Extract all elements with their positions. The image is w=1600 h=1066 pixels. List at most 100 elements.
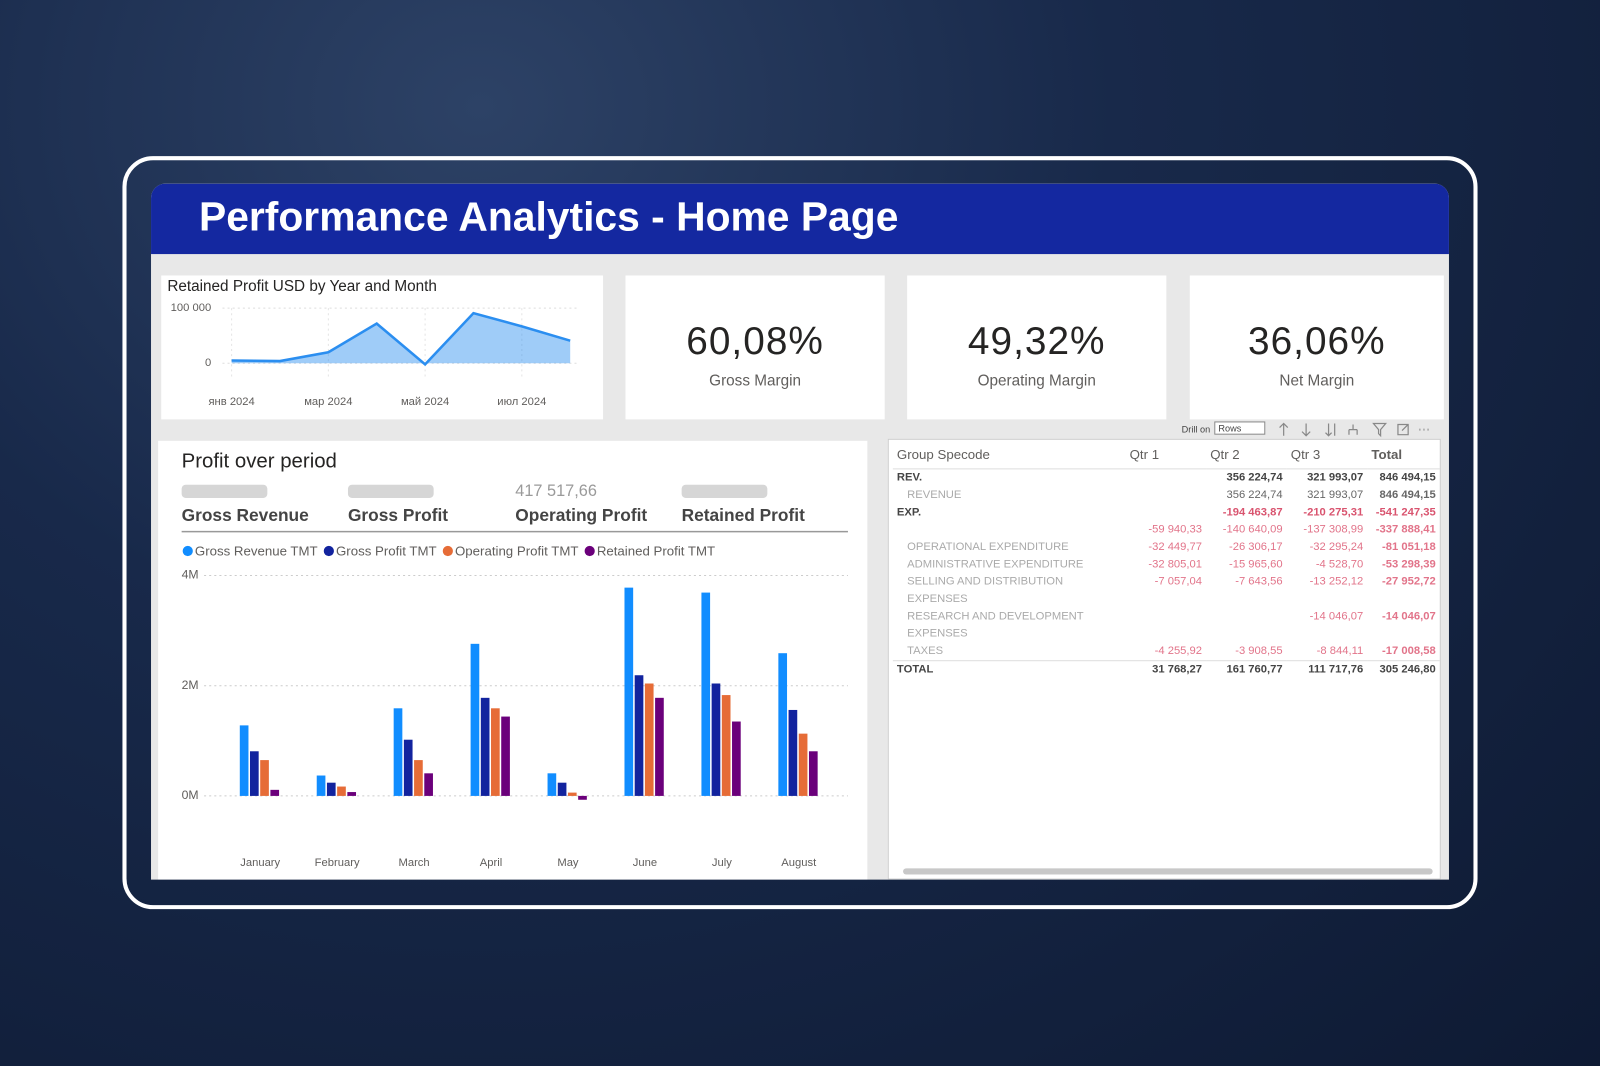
frame (122, 156, 1478, 910)
kpi-value: 49,32% (967, 320, 1106, 364)
x-tick-label: February (315, 857, 360, 869)
legend-label: Retained Profit TMT (597, 544, 715, 559)
table-cell: REVENUE (907, 488, 962, 502)
summary-value: 417 517,66 (515, 482, 597, 500)
x-tick-label: June (633, 857, 657, 869)
kpi-card: 60,08% Gross Margin (625, 275, 885, 420)
table-cell: RESEARCH AND DEVELOPMENT EXPENSES (907, 610, 1084, 640)
table-cell: 846 494,15 (1379, 488, 1436, 502)
bar (424, 773, 433, 796)
x-tick-label: май 2024 (401, 396, 449, 408)
area (231, 313, 571, 365)
bar (732, 721, 741, 796)
bar (567, 792, 577, 796)
focus-icon[interactable] (1397, 423, 1409, 436)
bar (644, 683, 654, 796)
bar (798, 733, 808, 796)
drill-up-icon[interactable] (1279, 422, 1289, 436)
table-row: EXP. -194 463,87 -210 275,31 -541 247,35 (893, 504, 1440, 521)
expand-icon[interactable] (1325, 423, 1336, 437)
header: Performance Analytics - Home Page (151, 183, 1449, 255)
summary-label: Gross Profit (348, 505, 448, 525)
table-row: REVENUE 356 224,74 321 993,07 846 494,15 (893, 487, 1440, 504)
dashboard: Performance Analytics - Home Page Retain… (151, 183, 1449, 880)
line-chart: Retained Profit USD by Year and Month 100… (167, 278, 580, 408)
bar (634, 675, 644, 796)
drill-select[interactable]: Rows (1214, 421, 1266, 435)
bar (655, 697, 664, 796)
drill-down-icon[interactable] (1301, 423, 1311, 437)
bar (326, 782, 336, 796)
legend-swatch (323, 545, 334, 557)
line (231, 311, 571, 367)
table-cell: Total (896, 663, 934, 676)
bar (393, 708, 403, 796)
bar (239, 725, 249, 796)
scrollbar[interactable] (903, 868, 1433, 875)
bar (788, 709, 798, 796)
hierarchy-icon[interactable] (1348, 424, 1358, 435)
table-cell: -81 051,18 (1382, 540, 1436, 554)
table-cell: ADMINISTRATIVE EXPENDITURE (907, 558, 1084, 571)
table-row: SELLING AND DISTRIBUTION EXPENSES -7 057,… (893, 573, 1440, 608)
table-row: ADMINISTRATIVE EXPENDITURE -32 805,01 -15 … (893, 556, 1440, 573)
drill-label: Drill on (1181, 424, 1211, 435)
table-cell: -32 449,77 (1148, 540, 1203, 554)
table-cell: -15 965,60 (1228, 558, 1283, 571)
blurred-value (181, 484, 268, 498)
table-cell: -59 940,33 (1148, 523, 1203, 536)
y-tick-label: 4M (182, 568, 199, 582)
table-cell: -14 046,07 (1309, 610, 1364, 623)
table-cell: -8 844,11 (1316, 644, 1364, 658)
bar (403, 739, 413, 796)
table-cell: -337 888,41 (1375, 523, 1436, 536)
table-row: OPERATIONAL EXPENDITURE -32 449,77 -26 306… (893, 539, 1440, 556)
x-tick-label: July (712, 857, 732, 869)
column-header: Qtr 2 (1206, 439, 1287, 470)
y-tick-label: 2M (182, 678, 199, 692)
x-tick-label: April (480, 857, 502, 869)
table-cell (893, 521, 1126, 538)
table-toolbar: Drill on Rows (1182, 420, 1449, 438)
bar (470, 643, 480, 796)
bar (711, 683, 721, 796)
table-cell: OPERATIONAL EXPENDITURE (907, 540, 1069, 554)
bar (480, 697, 490, 796)
kpi-label: Operating Margin (977, 372, 1096, 390)
x-tick-label: янв 2024 (208, 396, 254, 408)
table-cell: 356 224,74 (1226, 471, 1283, 484)
table-cell: -4 528,70 (1315, 558, 1364, 571)
kpi-value: 36,06% (1247, 320, 1386, 364)
table-cell: 305 246,80 (1379, 663, 1436, 676)
table-cell: -13 252,12 (1309, 575, 1364, 588)
bar (249, 751, 259, 796)
matrix-table: Group Specode Qtr 1 Qtr 2 Qtr 3 Total REV. 356… (892, 439, 1440, 679)
legend-swatch (584, 545, 595, 557)
table-cell (1126, 469, 1207, 487)
toolbar-icons (1279, 422, 1429, 438)
table-cell: -26 306,17 (1228, 540, 1283, 554)
legend-label: Gross Revenue TMT (195, 544, 318, 559)
page-title: Performance Analytics - Home Page (198, 194, 899, 240)
table-cell: -17 008,58 (1382, 644, 1436, 658)
table-cell (1126, 608, 1207, 643)
kpi-label: Gross Margin (709, 372, 802, 390)
table-card: Group Specode Qtr 1 Qtr 2 Qtr 3 Total REV. 356… (887, 438, 1441, 880)
table-cell: 321 993,07 (1307, 471, 1364, 484)
table-cell: 321 993,07 (1307, 488, 1364, 502)
column-header: Qtr 1 (1125, 439, 1207, 470)
x-tick-label: March (398, 857, 429, 869)
table-cell: -140 640,09 (1222, 523, 1283, 536)
table-cell (1126, 487, 1207, 504)
filter-icon[interactable] (1372, 422, 1388, 438)
column-header: Total (1367, 439, 1440, 470)
x-tick-label: May (557, 857, 579, 869)
table-cell: SELLING AND DISTRIBUTION EXPENSES (907, 575, 1064, 606)
table-cell: -4 255,92 (1154, 644, 1203, 658)
header-row: Group Specode Qtr 1 Qtr 2 Qtr 3 Total (892, 439, 1440, 470)
table-row: -59 940,33 -140 640,09 -137 308,99 -337 888… (893, 521, 1440, 538)
table-cell: EXP. (896, 506, 922, 519)
x-tick-label: August (781, 857, 817, 869)
